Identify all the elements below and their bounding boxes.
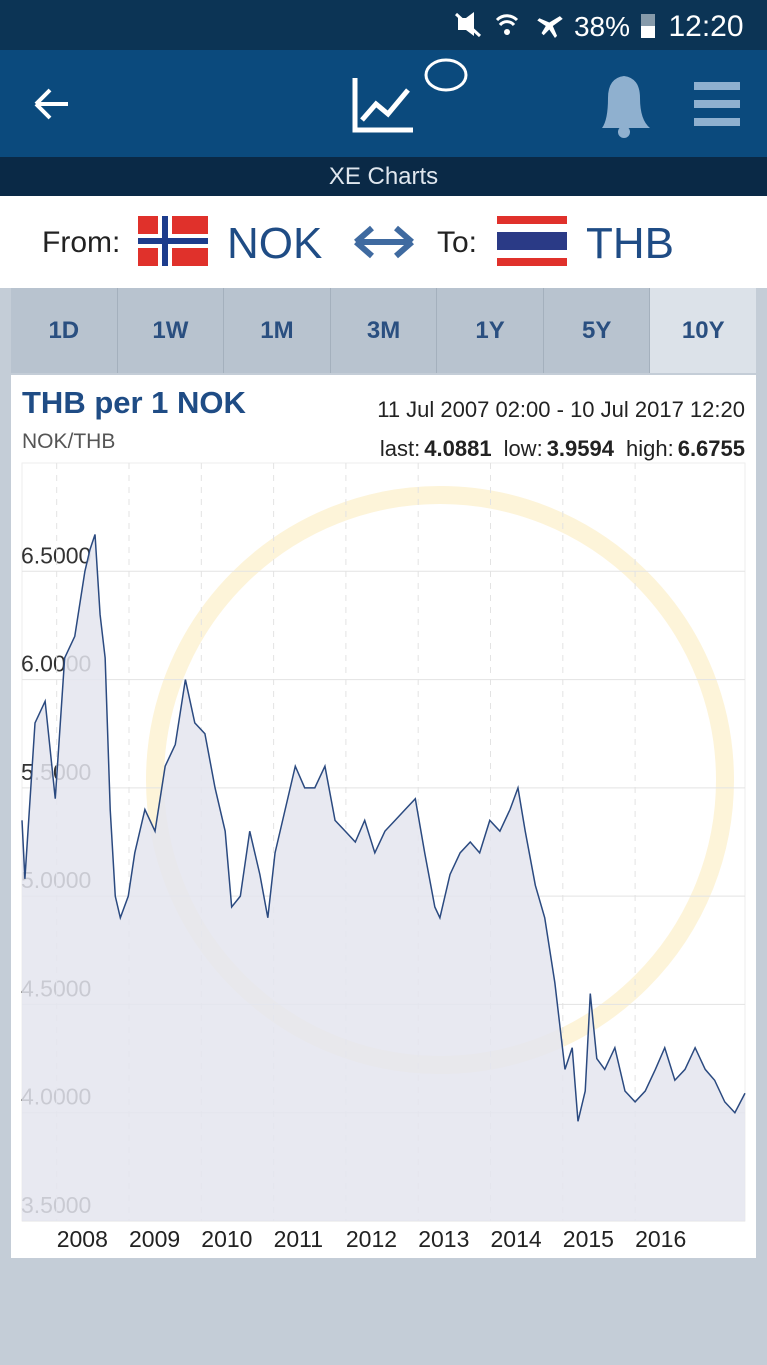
status-icons: 38% 12:20 [454,10,744,43]
app-subtitle: XE Charts [0,157,767,196]
x-tick-label: 2009 [129,1226,180,1252]
line [21,534,746,1122]
y-tick-label: 6.5000 [21,542,91,568]
from-label: From: [42,226,120,259]
chart: THB per 1 NOK NOK/THB 11 Jul 2007 02:00 … [21,385,746,1252]
currency-selector: From: NOK To: THB [0,196,767,288]
range-tab[interactable]: 10Y [650,288,757,373]
norway-flag[interactable] [138,216,208,266]
stat-value: 6.6755 [678,436,745,461]
range-tab[interactable]: 1D [11,288,118,373]
menu-button[interactable] [694,82,740,126]
range-tab[interactable]: 1M [224,288,331,373]
date-range: 11 Jul 2007 02:00 - 10 Jul 2017 12:20 [377,397,745,422]
x-tick-label: 2013 [418,1226,469,1252]
stat-value: 3.9594 [547,436,615,461]
battery-text: 38% [574,11,630,42]
app-bar [0,50,767,157]
x-tick-label: 2012 [346,1226,397,1252]
clock: 12:20 [668,10,743,43]
app-logo [352,58,468,133]
x-tick-label: 2014 [491,1226,542,1252]
chart-title: THB per 1 NOK [22,385,247,420]
swap-button[interactable] [354,225,414,259]
range-tab[interactable]: 1Y [437,288,544,373]
stat-label: last: [380,436,420,461]
range-tab[interactable]: 5Y [544,288,651,373]
x-tick-label: 2010 [201,1226,252,1252]
stat-value: 4.0881 [424,436,491,461]
x-tick-label: 2016 [635,1226,686,1252]
status-bar: 38% 12:20 [0,0,767,50]
from-currency[interactable]: NOK [227,219,322,268]
to-label: To: [437,226,477,259]
alerts-button[interactable] [602,76,650,138]
thailand-flag[interactable] [497,216,567,266]
stat-label: high: [626,436,674,461]
x-tick-label: 2011 [274,1226,323,1252]
range-tab[interactable]: 3M [331,288,438,373]
range-tab[interactable]: 1W [118,288,225,373]
x-tick-label: 2008 [57,1226,108,1252]
pair-label: NOK/THB [22,430,115,453]
currency-row: From: NOK To: THB [42,216,674,268]
app-bar-icons [34,58,740,138]
to-currency[interactable]: THB [586,219,674,268]
x-tick-label: 2015 [563,1226,614,1252]
chart-panel: THB per 1 NOK NOK/THB 11 Jul 2007 02:00 … [11,375,756,1258]
stats: last: 4.0881 low: 3.9594 high: 6.6755 [380,436,745,461]
range-tabs: 1D 1W 1M 3M 1Y 5Y 10Y [11,288,757,373]
stat-label: low: [504,436,543,461]
back-button[interactable] [34,88,68,120]
area [22,534,745,1221]
